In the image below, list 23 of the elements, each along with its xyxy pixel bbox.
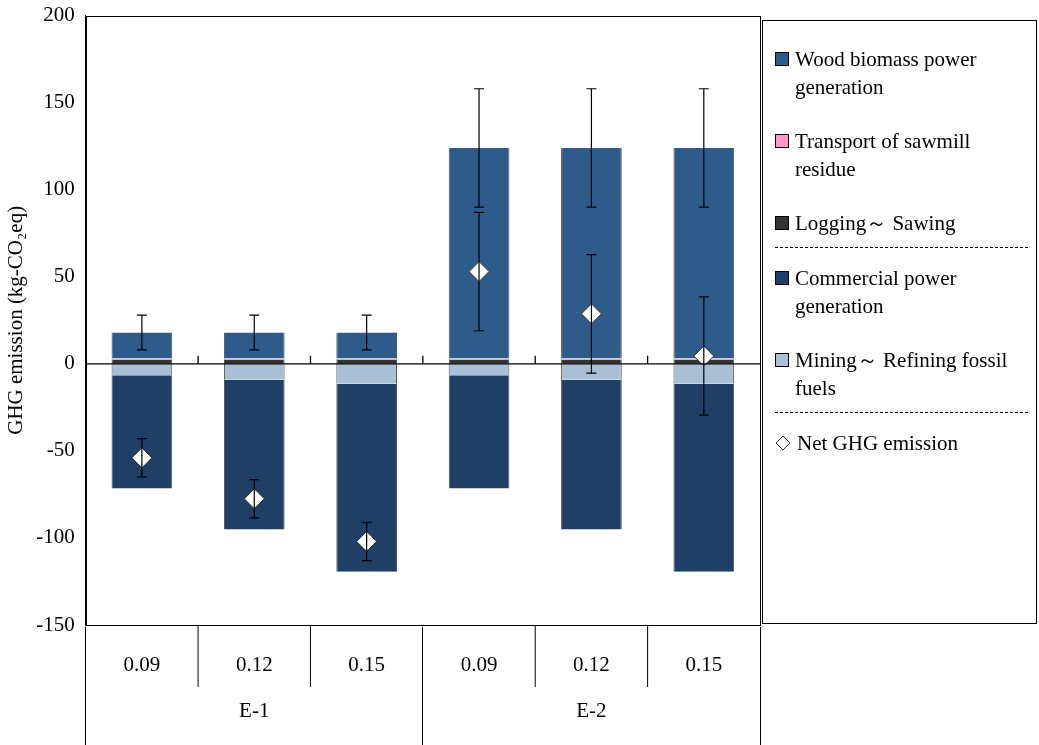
legend-label: Wood biomass power generation	[795, 46, 978, 101]
x-tick-label: 0.12	[573, 652, 610, 677]
y-tick-label: 0	[64, 350, 75, 375]
legend-label: Transport of sawmill residue	[795, 128, 972, 183]
y-tick-label: 150	[43, 89, 75, 114]
y-tick-label: -50	[46, 437, 75, 462]
x-tick-label: 0.15	[685, 652, 723, 677]
y-tick-label: 100	[43, 176, 75, 201]
y-tick-label: -150	[36, 611, 75, 636]
legend-label: Net GHG emission	[797, 430, 958, 457]
legend-label: Logging～ Sawing	[795, 210, 956, 237]
x-tick-label: 0.15	[348, 652, 386, 677]
legend-label: Commercial power generation	[795, 265, 958, 320]
y-tick-label: -100	[36, 524, 75, 549]
legend-label: Mining～ Refining fossil fuels	[795, 347, 1009, 402]
text: E-1	[239, 697, 270, 722]
y-tick-label: 200	[43, 2, 75, 27]
x-tick-label: 0.12	[235, 652, 273, 677]
y-tick-label: 50	[53, 263, 75, 288]
x-tick-label: 0.09	[123, 652, 161, 677]
x-tick-label: 0.09	[460, 652, 498, 677]
y-axis-title: GHG emission (kg-CO₂eq)	[3, 205, 28, 435]
text: E-2	[576, 697, 607, 722]
